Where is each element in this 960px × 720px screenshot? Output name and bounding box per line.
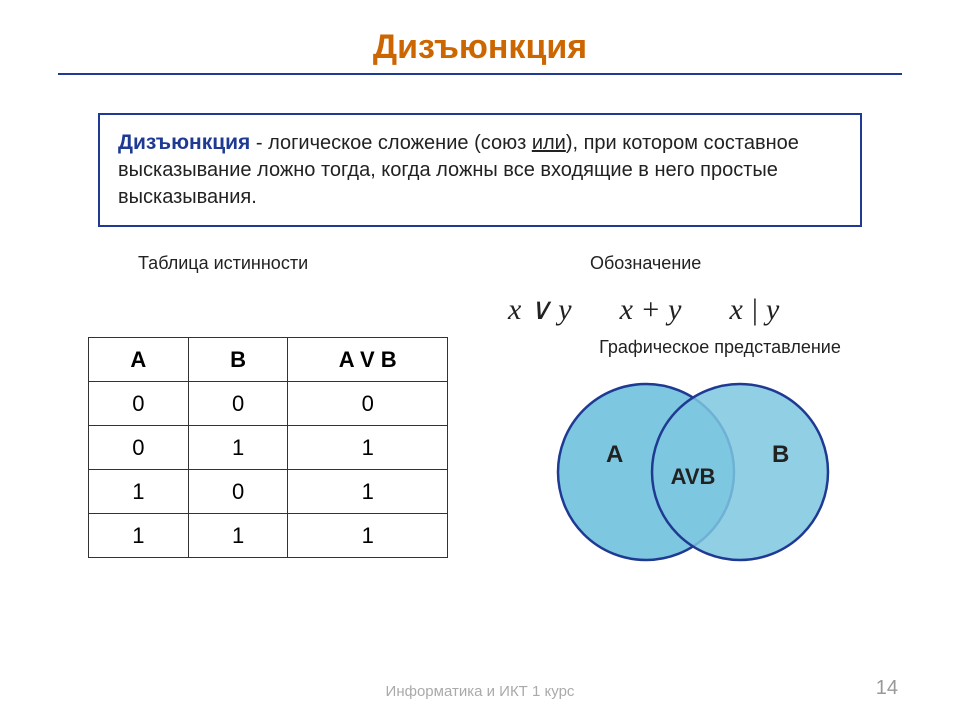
- slide-frame: Дизъюнкция Дизъюнкция - логическое сложе…: [28, 10, 932, 710]
- definition-box: Дизъюнкция - логическое сложение (союз и…: [98, 113, 862, 227]
- truth-table: A B A V B 0 0 0 0 1 1: [88, 337, 448, 558]
- table-row: 0 1 1: [89, 426, 448, 470]
- table-row: 1 0 1: [89, 470, 448, 514]
- venn-area: Графическое представление A B AVB: [458, 337, 932, 577]
- col-avb: A V B: [288, 338, 448, 382]
- definition-sep: -: [250, 132, 268, 154]
- venn-diagram: A B AVB: [458, 372, 932, 577]
- truth-table-area: A B A V B 0 0 0 0 1 1: [28, 337, 458, 577]
- definition-underlined: или: [532, 132, 566, 154]
- page-number: 14: [876, 677, 898, 700]
- venn-label-b: B: [772, 441, 789, 468]
- definition-term: Дизъюнкция: [118, 131, 250, 154]
- venn-title: Графическое представление: [458, 337, 932, 358]
- title-area: Дизъюнкция: [28, 10, 932, 67]
- venn-label-a: A: [606, 441, 623, 468]
- venn-label-center: AVB: [671, 464, 716, 489]
- col-a: A: [89, 338, 189, 382]
- notation-row: x ∨ y x + y x | y: [28, 292, 932, 327]
- notation-1: x ∨ y: [508, 292, 572, 327]
- footer-text: Информатика и ИКТ 1 курс: [28, 683, 932, 700]
- slide-title: Дизъюнкция: [373, 28, 587, 67]
- subhead-truth: Таблица истинности: [28, 253, 480, 274]
- notation-2: x + y: [620, 293, 682, 327]
- title-rule: [58, 73, 902, 75]
- notation-3: x | y: [729, 293, 779, 327]
- subhead-notation: Обозначение: [480, 253, 932, 274]
- venn-svg: A B AVB: [528, 372, 858, 572]
- subhead-row: Таблица истинности Обозначение: [28, 253, 932, 274]
- col-b: B: [188, 338, 288, 382]
- lower-row: A B A V B 0 0 0 0 1 1: [28, 337, 932, 577]
- definition-part1: логическое сложение (союз: [268, 132, 532, 154]
- table-row: 0 0 0: [89, 382, 448, 426]
- table-header-row: A B A V B: [89, 338, 448, 382]
- table-row: 1 1 1: [89, 514, 448, 558]
